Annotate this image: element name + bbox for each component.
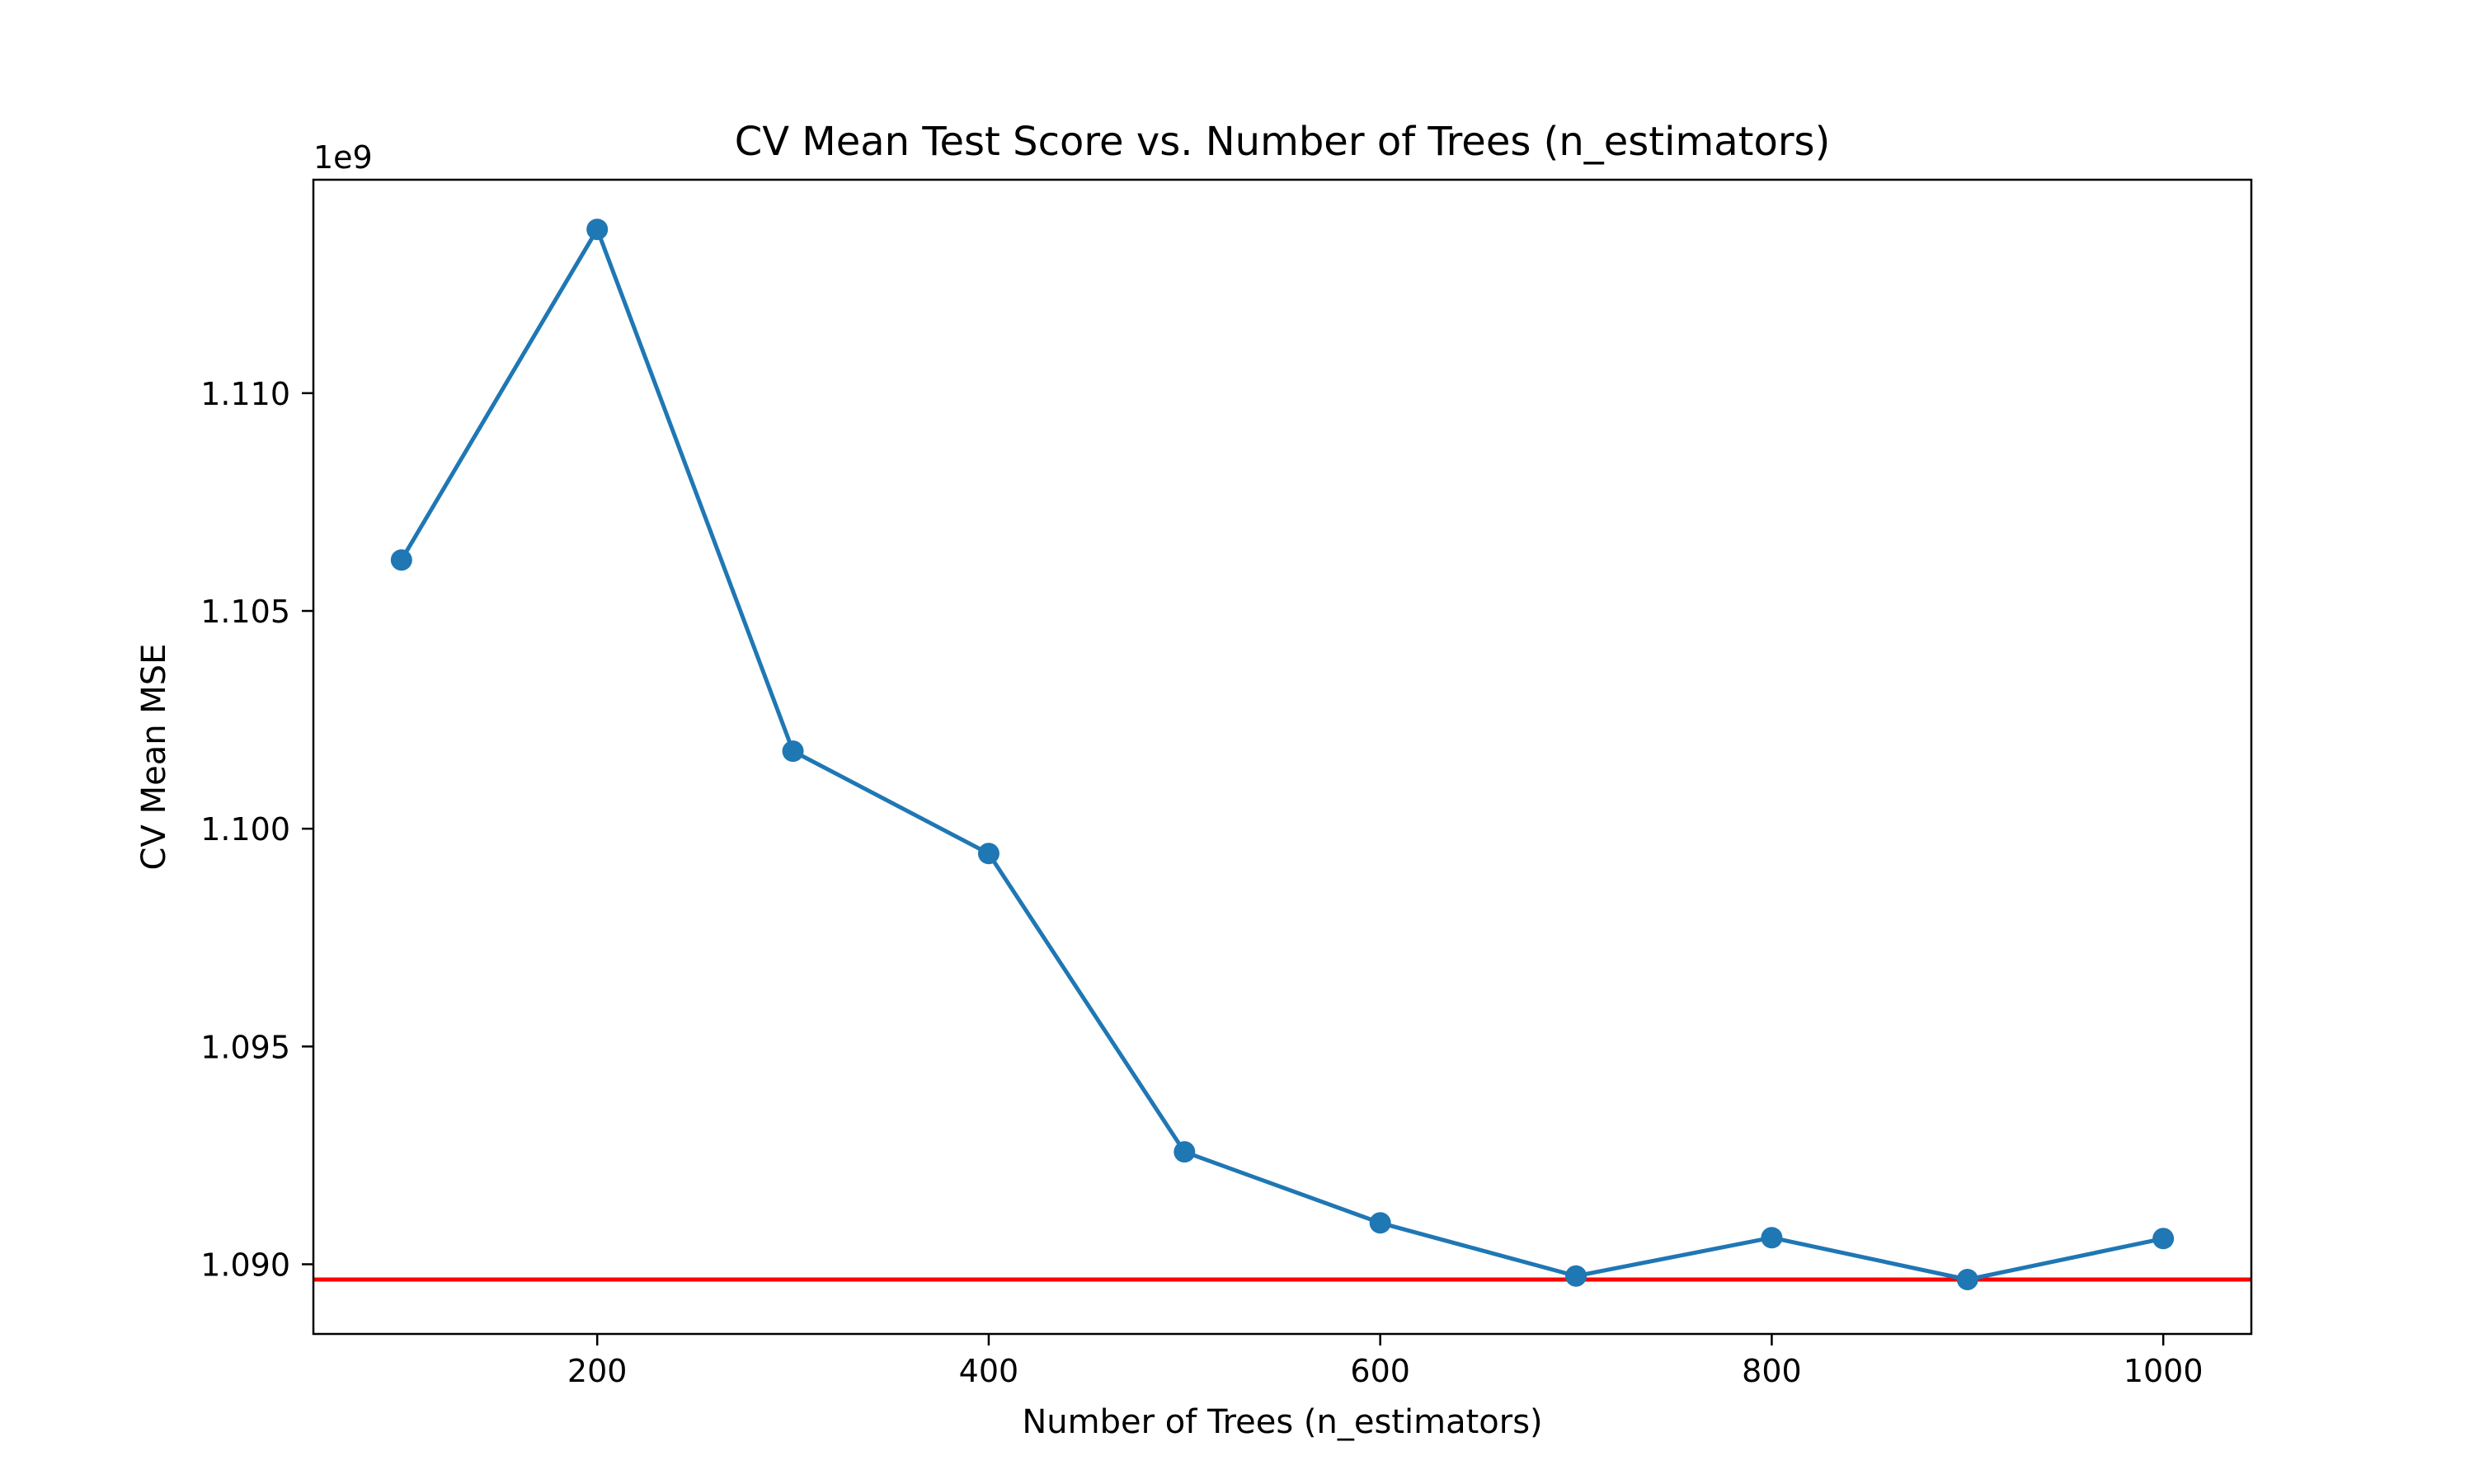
data-point: [1761, 1227, 1783, 1249]
y-tick-label: 1.100: [200, 811, 290, 848]
data-point: [2152, 1228, 2175, 1250]
data-markers: [390, 218, 2175, 1290]
x-tick-label: 1000: [2124, 1353, 2204, 1389]
data-point: [1174, 1141, 1196, 1163]
y-tick-label: 1.105: [200, 594, 290, 630]
data-point: [586, 218, 609, 241]
plot-frame: [312, 178, 2253, 1336]
x-tick-label: 600: [1350, 1353, 1410, 1389]
data-point: [1565, 1265, 1587, 1287]
y-axis-offset-text: 1e9: [313, 139, 373, 176]
y-tick-label: 1.090: [200, 1247, 290, 1283]
x-tick-label: 400: [959, 1353, 1019, 1389]
x-axis-ticks: 200 400 600 800 1000: [567, 1334, 2204, 1389]
x-tick-label: 800: [1742, 1353, 1802, 1389]
y-axis-ticks: 1.090 1.095 1.100 1.105 1.110: [200, 376, 313, 1283]
chart-title: CV Mean Test Score vs. Number of Trees (…: [735, 119, 1831, 165]
y-tick-label: 1.095: [200, 1029, 290, 1065]
data-point: [390, 549, 412, 571]
data-point: [1369, 1212, 1391, 1234]
series-line: [399, 227, 2164, 1282]
y-tick-label: 1.110: [200, 376, 290, 412]
data-point: [977, 843, 999, 865]
x-tick-label: 200: [567, 1353, 628, 1389]
data-point: [782, 740, 804, 763]
y-axis-label: CV Mean MSE: [135, 644, 173, 871]
data-point: [1956, 1268, 1978, 1290]
x-axis-label: Number of Trees (n_estimators): [1022, 1403, 1542, 1441]
